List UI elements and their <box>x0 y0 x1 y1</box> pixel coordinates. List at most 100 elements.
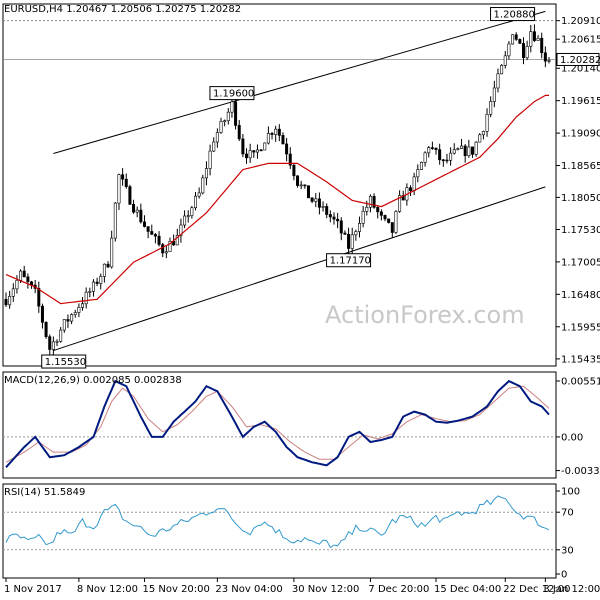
candle-body <box>77 307 81 313</box>
candle <box>430 141 434 150</box>
candle <box>299 180 303 190</box>
candle-body <box>70 314 74 322</box>
candle <box>84 287 88 309</box>
candle-body <box>328 214 332 218</box>
candle-body <box>292 164 296 177</box>
candle <box>423 151 427 167</box>
candle <box>303 184 307 189</box>
candle-body <box>135 209 139 213</box>
price-y-tick-label: 1.15435 <box>561 354 600 365</box>
candle <box>55 339 59 347</box>
candle-body <box>157 235 161 245</box>
candle-body <box>150 231 154 235</box>
price-y-tick-label: 1.19615 <box>561 96 600 107</box>
candle-body <box>179 224 183 236</box>
x-axis: 1 Nov 2017 8 Nov 12:00 15 Nov 20:00 23 Nov … <box>4 578 600 595</box>
candle <box>532 24 536 43</box>
candle <box>26 273 30 289</box>
candle-body <box>153 234 157 237</box>
candle-body <box>416 169 420 178</box>
candle-body <box>525 46 529 59</box>
candle-body <box>423 152 427 163</box>
candle-body <box>66 319 70 322</box>
candle-body <box>81 303 85 308</box>
candle-body <box>204 168 208 179</box>
candle-body <box>430 147 434 149</box>
candle-body <box>8 296 12 306</box>
candle <box>266 126 270 145</box>
candle-body <box>175 235 179 246</box>
candle <box>142 215 146 228</box>
candle <box>121 168 125 186</box>
candle <box>197 187 201 199</box>
candle-body <box>303 184 307 187</box>
candle-body <box>379 211 383 216</box>
candle-body <box>121 174 125 180</box>
candle-body <box>245 153 249 159</box>
x-tick-label: 23 Nov 04:00 <box>215 584 282 595</box>
candle <box>153 233 157 244</box>
candle-body <box>478 134 482 143</box>
candle-body <box>511 34 515 45</box>
annotation-label: 1.15530 <box>45 357 86 368</box>
candle <box>73 309 77 318</box>
candle-body <box>263 142 267 151</box>
candle <box>135 206 139 218</box>
price-y-tick-label: 1.20615 <box>561 35 600 46</box>
candle <box>372 193 376 209</box>
candle-body <box>4 298 8 306</box>
candle <box>492 80 496 108</box>
candle <box>4 292 8 307</box>
candle-body <box>361 210 365 224</box>
candle <box>489 96 493 118</box>
macd-header: MACD(12,26,9) 0.002085 0.002838 <box>4 375 182 386</box>
candle <box>201 174 205 195</box>
candle <box>81 297 85 311</box>
candle-body <box>350 234 354 249</box>
candle-body <box>113 202 117 239</box>
candle-body <box>201 177 205 194</box>
price-y-tick-label: 1.18050 <box>561 193 600 204</box>
candle-body <box>51 341 55 350</box>
candle <box>288 147 292 169</box>
candle-body <box>507 43 511 57</box>
candle-body <box>226 111 230 122</box>
candle-body <box>357 223 361 232</box>
candle-body <box>161 244 165 254</box>
candle <box>95 277 99 287</box>
candle-body <box>48 336 52 350</box>
candle-body <box>347 233 351 249</box>
candle-body <box>518 39 522 44</box>
candle <box>194 191 198 211</box>
candle-body <box>390 222 394 233</box>
candle-body <box>470 146 474 155</box>
candle <box>237 120 241 142</box>
candle-body <box>95 281 99 284</box>
candle <box>368 194 372 213</box>
candle-body <box>15 279 19 290</box>
candle-body <box>467 146 471 157</box>
candle-body <box>274 128 278 135</box>
annotation-label: 1.17170 <box>330 256 371 267</box>
candle <box>540 32 544 59</box>
candle <box>15 275 19 294</box>
candle-body <box>168 241 172 253</box>
annotation-label: 1.19600 <box>213 89 254 100</box>
candle-body <box>376 207 380 213</box>
x-tick-label: 22 Dec 12:00 <box>503 584 570 595</box>
candle-body <box>543 52 547 62</box>
candle <box>204 161 208 186</box>
price-frame <box>2 3 557 367</box>
candle <box>354 229 358 241</box>
candle <box>66 314 70 328</box>
candle <box>460 138 464 149</box>
candle <box>128 184 132 205</box>
annotation-box <box>41 354 87 369</box>
candle-body <box>314 198 318 202</box>
candle <box>525 40 529 61</box>
candle-body <box>128 186 132 205</box>
candle <box>376 205 380 219</box>
candle <box>8 290 12 309</box>
candle <box>91 279 95 297</box>
candle-body <box>398 195 402 212</box>
